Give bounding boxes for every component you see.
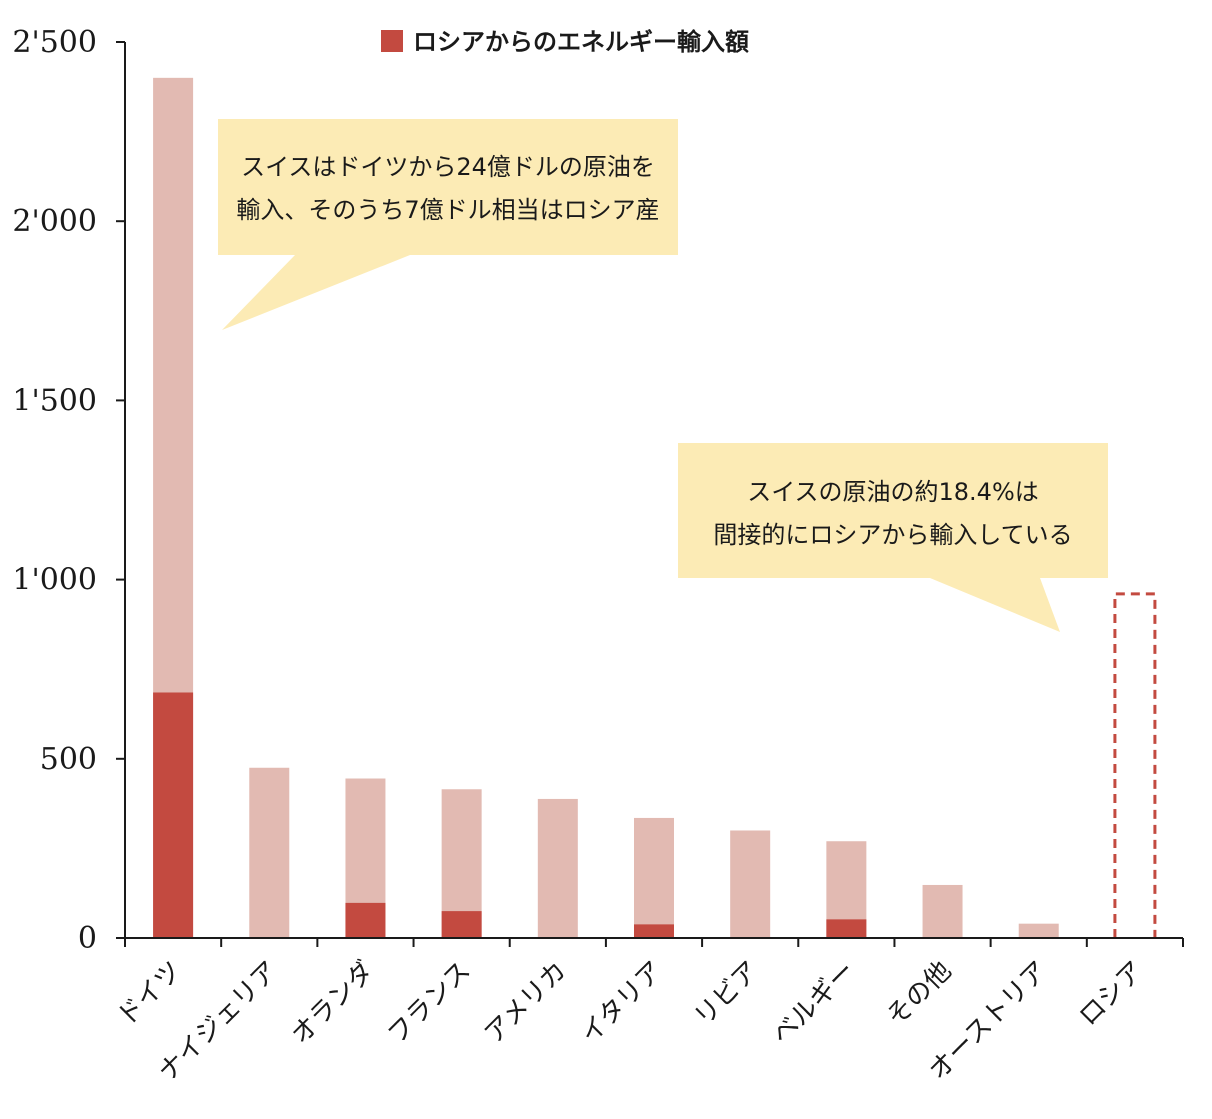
x-tick-label-5: イタリア xyxy=(575,956,669,1050)
x-tick-label-0: ドイツ xyxy=(112,956,188,1032)
callout-germany-line-2: 輸入、そのうち7億ドル相当はロシア産 xyxy=(236,196,659,224)
y-ticks: 0 500 1'000 1'500 2'000 2'500 xyxy=(12,25,125,956)
legend: ロシアからのエネルギー輸入額 xyxy=(381,28,749,56)
y-tick-label-4: 2'000 xyxy=(12,204,97,239)
callout-russia-line-2: 間接的にロシアから輸入している xyxy=(713,521,1072,549)
callout-russia-bubble xyxy=(678,443,1108,632)
x-tick-label-7: ベルギー xyxy=(767,956,862,1051)
bar-total-8 xyxy=(922,884,963,938)
bar-total-1 xyxy=(249,767,290,938)
bar-russia-3 xyxy=(441,911,482,938)
legend-swatch xyxy=(381,30,403,52)
x-tick-label-8: その他 xyxy=(881,956,957,1032)
callout-russia: スイスの原油の約18.4%は 間接的にロシアから輸入している xyxy=(678,443,1108,632)
y-tick-label-0: 0 xyxy=(78,921,97,956)
bar-total-5 xyxy=(634,817,674,938)
bar-outline-russia xyxy=(1113,592,1157,938)
y-tick-label-3: 1'500 xyxy=(12,383,97,418)
legend-label: ロシアからのエネルギー輸入額 xyxy=(413,28,749,56)
bar-russia-5 xyxy=(634,924,674,938)
x-tick-label-2: オランダ xyxy=(286,956,381,1051)
y-tick-label-1: 500 xyxy=(40,742,97,777)
bar-russia-2 xyxy=(345,902,386,938)
callout-germany-line-1: スイスはドイツから24億ドルの原油を xyxy=(241,153,655,181)
y-tick-label-5: 2'500 xyxy=(12,25,97,60)
x-tick-label-6: リビア xyxy=(689,956,765,1032)
bar-total-9 xyxy=(1018,923,1059,938)
callout-germany: スイスはドイツから24億ドルの原油を 輸入、そのうち7億ドル相当はロシア産 xyxy=(218,119,678,330)
callouts: スイスはドイツから24億ドルの原油を 輸入、そのうち7億ドル相当はロシア産 スイ… xyxy=(218,119,1108,632)
bars xyxy=(153,77,1157,939)
x-tick-label-4: アメリカ xyxy=(479,956,573,1050)
bar-total-4 xyxy=(537,798,578,938)
callout-russia-line-1: スイスの原油の約18.4%は xyxy=(747,478,1039,506)
bar-total-6 xyxy=(730,830,771,938)
bar-russia-0 xyxy=(153,692,194,938)
axes xyxy=(124,42,1183,939)
y-tick-label-2: 1'000 xyxy=(12,563,97,598)
callout-germany-bubble xyxy=(218,119,678,330)
x-tick-label-3: フランス xyxy=(382,956,476,1050)
x-tick-label-10: ロシア xyxy=(1073,956,1149,1032)
bar-russia-7 xyxy=(826,919,867,938)
